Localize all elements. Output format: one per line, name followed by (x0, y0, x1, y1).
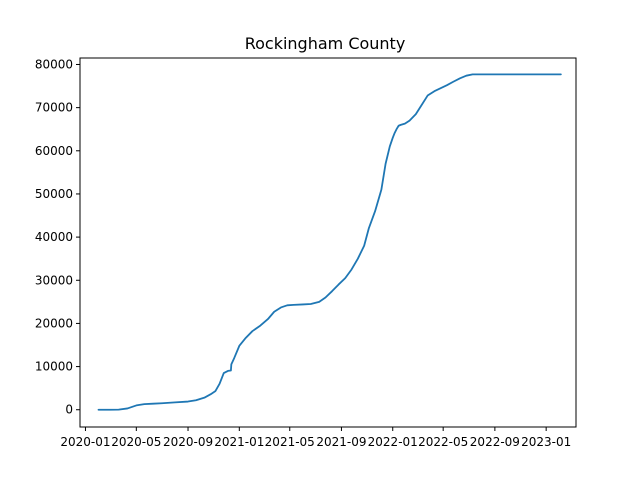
y-tick-label: 20000 (35, 316, 73, 330)
x-tick-label: 2020-01 (60, 435, 110, 449)
y-tick-label: 50000 (35, 187, 73, 201)
x-tick-label: 2022-09 (470, 435, 520, 449)
x-tick-label: 2023-01 (521, 435, 571, 449)
x-tick-label: 2021-01 (214, 435, 264, 449)
y-tick-label: 40000 (35, 230, 73, 244)
y-tick-label: 70000 (35, 101, 73, 115)
x-tick-label: 2022-01 (368, 435, 418, 449)
x-tick-label: 2021-09 (316, 435, 366, 449)
x-tick-label: 2020-05 (111, 435, 161, 449)
x-tick-label: 2021-05 (265, 435, 315, 449)
y-tick-label: 80000 (35, 57, 73, 71)
chart-title: Rockingham County (245, 34, 406, 53)
y-tick-label: 30000 (35, 273, 73, 287)
y-tick-label: 10000 (35, 360, 73, 374)
series-line (97, 73, 562, 411)
x-tick-label: 2020-09 (163, 435, 213, 449)
axes-frame (79, 57, 577, 428)
x-tick-label: 2022-05 (418, 435, 468, 449)
y-tick-label: 60000 (35, 144, 73, 158)
plot-area: 0 10000 20000 30000 40000 50000 60000 70000 8000… (35, 57, 571, 449)
y-tick-label: 0 (65, 403, 73, 417)
